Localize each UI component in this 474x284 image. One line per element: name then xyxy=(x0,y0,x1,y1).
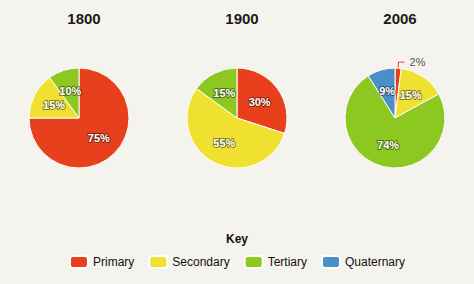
svg-text:Primary: Primary xyxy=(93,255,134,269)
svg-text:10%: 10% xyxy=(59,85,81,97)
svg-text:55%: 55% xyxy=(213,137,235,149)
svg-text:2006: 2006 xyxy=(383,10,416,27)
svg-text:75%: 75% xyxy=(88,132,110,144)
svg-text:9%: 9% xyxy=(379,85,395,97)
svg-text:2%: 2% xyxy=(410,56,426,68)
svg-text:15%: 15% xyxy=(43,99,65,111)
svg-text:Key: Key xyxy=(226,232,248,246)
svg-text:1800: 1800 xyxy=(67,10,100,27)
svg-text:1900: 1900 xyxy=(225,10,258,27)
svg-text:15%: 15% xyxy=(213,87,235,99)
svg-text:Tertiary: Tertiary xyxy=(268,255,307,269)
svg-text:15%: 15% xyxy=(400,89,422,101)
svg-text:74%: 74% xyxy=(377,139,399,151)
svg-text:30%: 30% xyxy=(249,96,271,108)
svg-text:Secondary: Secondary xyxy=(172,255,229,269)
svg-text:Quaternary: Quaternary xyxy=(345,255,405,269)
